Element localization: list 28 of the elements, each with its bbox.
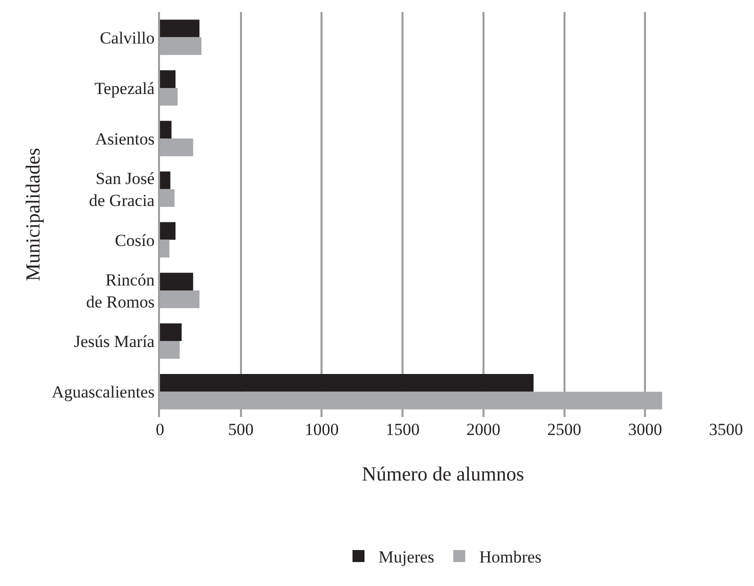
bar: [160, 120, 172, 139]
bar: [160, 272, 194, 290]
y-tick-label: San José de Gracia: [89, 169, 156, 210]
x-tick-label: 1500: [386, 420, 420, 439]
y-tick-label: Jesús María: [74, 332, 156, 352]
legend-label: Mujeres: [378, 548, 434, 567]
x-tick-label: 0: [156, 420, 164, 439]
bar: [160, 70, 176, 88]
x-tick-label: 3500: [709, 420, 743, 439]
x-tick-label: 1000: [304, 420, 339, 439]
bar: [160, 20, 200, 38]
y-tick-label: Tepezalá: [94, 78, 156, 98]
y-tick-label: Rincón de Romos: [86, 270, 156, 312]
y-axis-title: Municipalidades: [22, 148, 45, 282]
x-tick-label: 500: [228, 420, 254, 439]
x-axis-title: Número de alumnos: [362, 464, 524, 486]
x-tick-label: 2500: [547, 420, 582, 439]
x-tick-label: 3000: [628, 420, 662, 439]
legend-label: Hombres: [479, 548, 542, 567]
bar: [160, 374, 534, 392]
y-tick-label: Calvillo: [100, 28, 155, 48]
y-tick-label: Cosío: [114, 230, 155, 250]
bar: [160, 323, 182, 342]
bar: [160, 222, 176, 240]
bar: [160, 171, 170, 190]
x-tick-label: 2000: [466, 420, 500, 439]
y-tick-label: Aguascalientes: [52, 382, 155, 402]
y-tick-label: Asientos: [95, 130, 155, 149]
